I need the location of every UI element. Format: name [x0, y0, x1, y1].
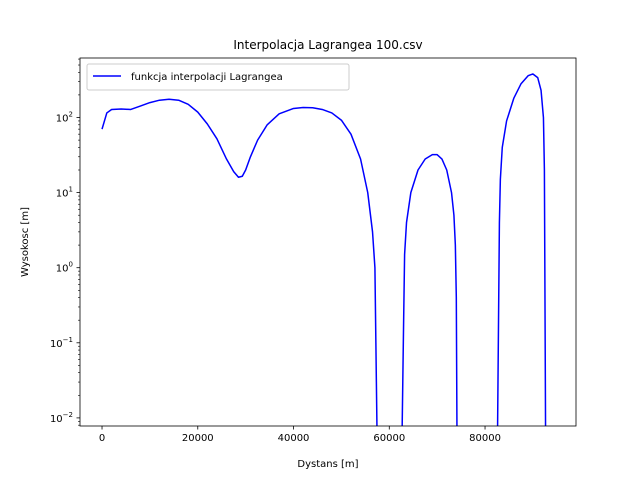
x-tick-label: 0	[99, 433, 105, 444]
legend-label: funkcja interpolacji Lagrangea	[131, 72, 283, 83]
plot-frame	[79, 57, 577, 427]
y-tick-label: 100	[56, 261, 73, 275]
x-axis-label: Dystans [m]	[297, 459, 358, 470]
y-tick-label: 10−2	[50, 411, 73, 425]
legend: funkcja interpolacji Lagrangea	[86, 63, 350, 91]
y-tick-label: 10−1	[50, 336, 73, 350]
chart-title: Interpolacja Lagrangea 100.csv	[233, 38, 422, 52]
y-tick-label: 102	[56, 111, 73, 125]
series-line-0	[101, 73, 547, 426]
legend-frame	[86, 63, 350, 91]
y-tick-label: 101	[56, 186, 73, 200]
x-tick-label: 20000	[182, 433, 214, 444]
x-tick-label: 80000	[469, 433, 501, 444]
x-tick-label: 60000	[373, 433, 405, 444]
y-axis-label: Wysokosc [m]	[20, 207, 31, 277]
x-tick-label: 40000	[278, 433, 310, 444]
